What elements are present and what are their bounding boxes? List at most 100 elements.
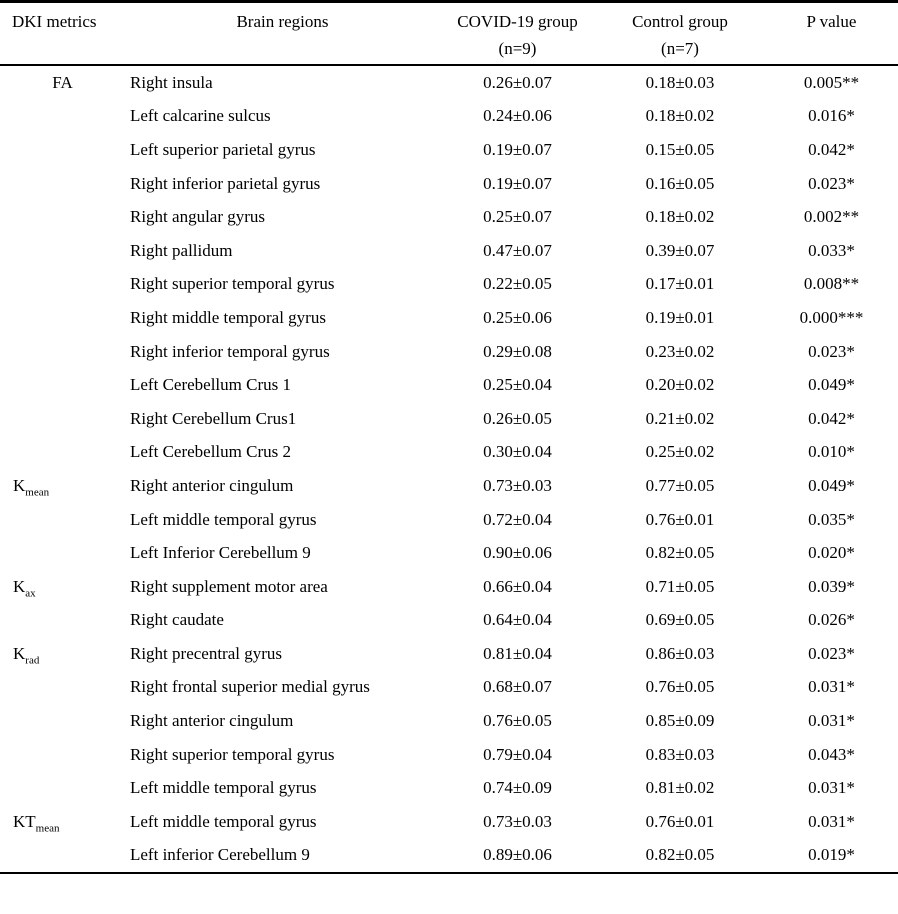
p-value-cell: 0.019*	[765, 845, 898, 865]
p-value-cell: 0.002**	[765, 207, 898, 227]
region-cell: Right anterior cingulum	[125, 711, 440, 731]
control-value: 0.77±0.05	[645, 475, 715, 495]
control-value: 0.25±0.02	[645, 442, 715, 462]
p-value: 0.031*	[808, 811, 855, 831]
covid-value-cell: 0.29±0.08	[440, 342, 595, 362]
control-value-cell: 0.77±0.05	[595, 476, 765, 496]
region-label: Left inferior Cerebellum 9	[130, 845, 310, 865]
p-value-cell: 0.031*	[765, 778, 898, 798]
covid-value-cell: 0.90±0.06	[440, 543, 595, 563]
p-value-cell: 0.026*	[765, 610, 898, 630]
p-value-cell: 0.023*	[765, 342, 898, 362]
control-value: 0.85±0.09	[645, 711, 715, 731]
covid-value: 0.24±0.06	[483, 106, 552, 126]
region-cell: Left Cerebellum Crus 2	[125, 442, 440, 462]
p-value: 0.031*	[808, 677, 855, 697]
table-row: Right pallidum 0.47±0.07 0.39±0.07 0.033…	[0, 234, 898, 268]
control-value-cell: 0.16±0.05	[595, 174, 765, 194]
header-dki-metrics-label: DKI metrics	[12, 12, 97, 31]
covid-value-cell: 0.74±0.09	[440, 778, 595, 798]
table-row: Right Cerebellum Crus1 0.26±0.05 0.21±0.…	[0, 402, 898, 436]
p-value: 0.023*	[808, 341, 855, 361]
region-label: Left superior parietal gyrus	[130, 139, 316, 159]
metric-label: K	[13, 576, 26, 596]
header-control-group-line1: Control group	[632, 12, 728, 31]
covid-value-cell: 0.47±0.07	[440, 241, 595, 261]
control-value: 0.81±0.02	[645, 778, 715, 798]
control-value: 0.82±0.05	[645, 543, 715, 563]
table-row: Left inferior Cerebellum 9 0.89±0.06 0.8…	[0, 839, 898, 873]
region-label: Right superior temporal gyrus	[130, 274, 335, 294]
p-value-cell: 0.016*	[765, 106, 898, 126]
p-value: 0.042*	[808, 408, 855, 428]
p-value: 0.010*	[808, 442, 855, 462]
control-value: 0.76±0.01	[645, 509, 715, 529]
covid-value: 0.66±0.04	[483, 576, 552, 596]
control-value: 0.39±0.07	[645, 240, 715, 260]
metric-cell: Kax	[0, 576, 125, 599]
control-value: 0.21±0.02	[645, 408, 715, 428]
region-label: Right caudate	[130, 610, 224, 630]
region-cell: Right frontal superior medial gyrus	[125, 677, 440, 697]
table-row: Right inferior temporal gyrus 0.29±0.08 …	[0, 335, 898, 369]
covid-value: 0.25±0.07	[483, 207, 552, 227]
control-value-cell: 0.76±0.01	[595, 510, 765, 530]
p-value: 0.019*	[808, 845, 855, 865]
table-row: Right superior temporal gyrus 0.22±0.05 …	[0, 268, 898, 302]
p-value-cell: 0.042*	[765, 140, 898, 160]
p-value-cell: 0.000***	[765, 308, 898, 328]
p-value-cell: 0.033*	[765, 241, 898, 261]
covid-value-cell: 0.79±0.04	[440, 745, 595, 765]
control-value-cell: 0.83±0.03	[595, 745, 765, 765]
covid-value-cell: 0.73±0.03	[440, 812, 595, 832]
table-row: Right angular gyrus 0.25±0.07 0.18±0.02 …	[0, 200, 898, 234]
region-label: Right pallidum	[130, 240, 233, 260]
p-value-cell: 0.010*	[765, 442, 898, 462]
region-cell: Right Cerebellum Crus1	[125, 409, 440, 429]
control-value: 0.17±0.01	[645, 274, 715, 294]
p-value: 0.005**	[803, 72, 860, 92]
header-control-group-line2: (n=7)	[661, 39, 699, 58]
header-p-value-label: P value	[806, 12, 857, 31]
p-value: 0.002**	[803, 207, 860, 227]
region-cell: Right middle temporal gyrus	[125, 308, 440, 328]
metric-label: KT	[13, 811, 36, 831]
covid-value: 0.29±0.08	[483, 341, 552, 361]
control-value: 0.86±0.03	[645, 643, 715, 663]
region-label: Right middle temporal gyrus	[130, 307, 326, 327]
region-label: Right inferior temporal gyrus	[130, 341, 330, 361]
table-row: Right inferior parietal gyrus 0.19±0.07 …	[0, 167, 898, 201]
p-value: 0.020*	[808, 543, 855, 563]
region-label: Right Cerebellum Crus1	[130, 408, 297, 428]
region-label: Right inferior parietal gyrus	[130, 173, 321, 193]
table-header-row: DKI metrics Brain regions COVID-19 group…	[0, 3, 898, 66]
metric-cell: Kmean	[0, 476, 125, 498]
control-value-cell: 0.23±0.02	[595, 342, 765, 362]
region-cell: Right inferior parietal gyrus	[125, 174, 440, 194]
table-row: Left superior parietal gyrus 0.19±0.07 0…	[0, 133, 898, 167]
control-value: 0.82±0.05	[645, 845, 715, 865]
covid-value-cell: 0.76±0.05	[440, 711, 595, 731]
region-label: Left calcarine sulcus	[130, 106, 271, 126]
p-value: 0.031*	[808, 778, 855, 798]
covid-value: 0.72±0.04	[483, 509, 552, 529]
table-row: Left middle temporal gyrus 0.74±0.09 0.8…	[0, 771, 898, 805]
covid-value-cell: 0.25±0.04	[440, 375, 595, 395]
p-value: 0.035*	[808, 509, 855, 529]
control-value: 0.76±0.05	[645, 677, 715, 697]
covid-value-cell: 0.19±0.07	[440, 174, 595, 194]
table-row: FA Right insula 0.26±0.07 0.18±0.03 0.00…	[0, 66, 898, 100]
covid-value-cell: 0.68±0.07	[440, 677, 595, 697]
covid-value: 0.68±0.07	[483, 677, 552, 697]
p-value-cell: 0.031*	[765, 812, 898, 832]
region-label: Left Cerebellum Crus 1	[130, 375, 291, 395]
control-value-cell: 0.86±0.03	[595, 644, 765, 664]
header-brain-regions: Brain regions	[125, 8, 440, 64]
control-value-cell: 0.82±0.05	[595, 845, 765, 865]
table-row: Left middle temporal gyrus 0.72±0.04 0.7…	[0, 503, 898, 537]
p-value-cell: 0.043*	[765, 745, 898, 765]
region-cell: Left middle temporal gyrus	[125, 812, 440, 832]
control-value-cell: 0.71±0.05	[595, 577, 765, 597]
control-value: 0.18±0.02	[645, 207, 715, 227]
